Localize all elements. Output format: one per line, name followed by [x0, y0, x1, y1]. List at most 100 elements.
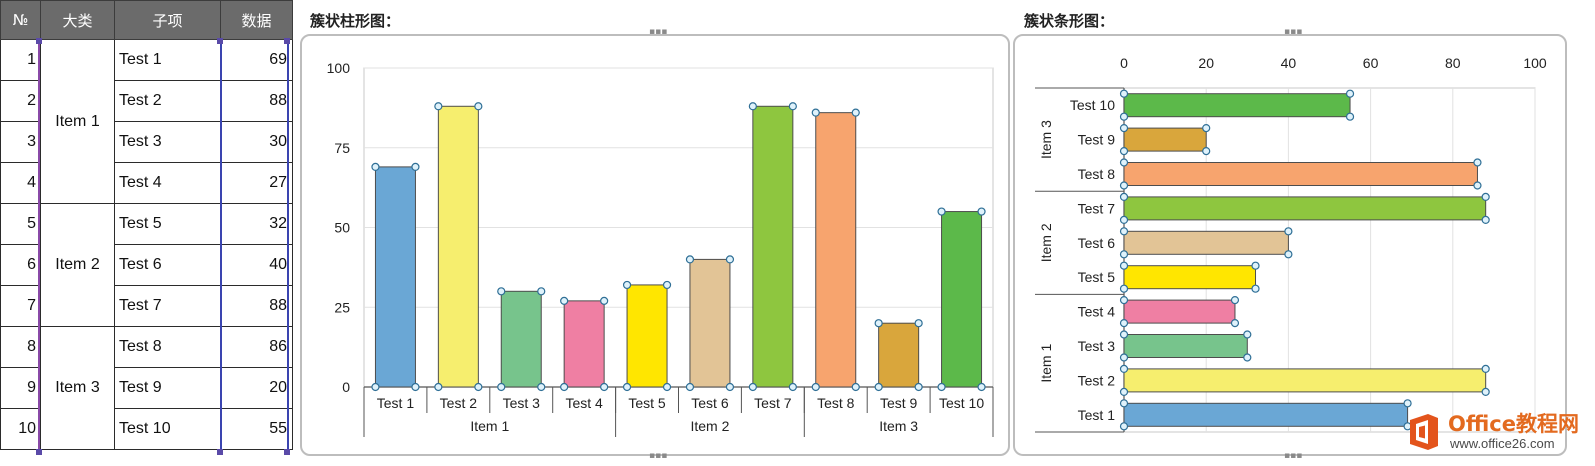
selection-handle[interactable] [1119, 387, 1129, 396]
group-cell[interactable]: Item 3 [40, 326, 115, 450]
selection-handle[interactable] [1481, 364, 1490, 373]
selection-handle[interactable] [1119, 261, 1129, 270]
selection-handle[interactable] [371, 162, 380, 171]
selection-handle[interactable] [434, 102, 443, 111]
selection-handle[interactable] [1119, 330, 1129, 339]
value-cell[interactable]: 69 [220, 39, 293, 81]
selection-handle[interactable] [788, 102, 797, 111]
selection-handle[interactable] [1473, 158, 1482, 167]
selection-handle[interactable] [622, 382, 632, 392]
selection-handle[interactable] [497, 382, 506, 392]
resize-handle-bottom[interactable]: ▪▪▪ [649, 451, 668, 461]
subitem-cell[interactable]: Test 3 [114, 121, 221, 163]
selection-handle[interactable] [537, 287, 546, 296]
selection-handle[interactable] [1481, 215, 1490, 224]
selection-handle[interactable] [748, 102, 757, 111]
selection-handle[interactable] [1119, 353, 1129, 362]
subitem-cell[interactable]: Test 4 [114, 162, 221, 204]
selection-handle[interactable] [371, 382, 380, 392]
selection-handle[interactable] [811, 108, 820, 117]
value-cell[interactable]: 20 [220, 367, 293, 409]
selection-handle[interactable] [1119, 227, 1129, 236]
selection-handle[interactable] [1230, 319, 1240, 328]
selection-handle[interactable] [497, 287, 506, 296]
selection-handle[interactable] [411, 382, 420, 392]
selection-handle[interactable] [851, 108, 860, 117]
value-cell[interactable]: 88 [220, 80, 293, 122]
value-cell[interactable]: 30 [220, 121, 293, 163]
group-cell[interactable]: Item 2 [40, 203, 115, 327]
selection-handle[interactable] [1119, 364, 1129, 373]
selection-handle[interactable] [1119, 146, 1129, 156]
selection-handle[interactable] [937, 382, 946, 392]
selection-handle[interactable] [560, 382, 569, 392]
resize-handle-top[interactable]: ▪▪▪ [649, 27, 668, 37]
selection-handle[interactable] [977, 382, 986, 392]
value-cell[interactable]: 27 [220, 162, 293, 204]
selection-handle[interactable] [434, 382, 443, 392]
selection-handle[interactable] [937, 207, 946, 216]
selection-handle[interactable] [1119, 422, 1129, 431]
selection-handle[interactable] [1119, 192, 1129, 201]
column-chart-panel[interactable]: 0 25 50 75 100 Test 1 Test 2 Test 3 Test 4 Test 5… [300, 34, 1010, 456]
selection-handle[interactable] [1243, 353, 1252, 362]
selection-handle[interactable] [1251, 284, 1260, 293]
row-number[interactable]: 9 [0, 367, 41, 409]
selection-handle[interactable] [411, 162, 420, 171]
row-number[interactable]: 8 [0, 326, 41, 368]
selection-handle[interactable] [1202, 146, 1211, 156]
selection-handle[interactable] [1119, 181, 1129, 190]
row-number[interactable]: 3 [0, 121, 41, 163]
selection-handle[interactable] [662, 280, 672, 290]
selection-handle[interactable] [811, 382, 820, 392]
selection-handle[interactable] [1119, 215, 1129, 224]
selection-handle[interactable] [560, 296, 569, 305]
resize-handle-bottom[interactable]: ▪▪▪ [1284, 451, 1303, 461]
selection-handle[interactable] [284, 449, 290, 455]
selection-handle[interactable] [874, 319, 883, 328]
selection-handle[interactable] [1473, 181, 1482, 190]
value-cell[interactable]: 86 [220, 326, 293, 368]
row-number[interactable]: 6 [0, 244, 41, 286]
value-cell[interactable]: 40 [220, 244, 293, 286]
subitem-cell[interactable]: Test 1 [114, 39, 221, 81]
selection-handle[interactable] [1403, 399, 1412, 408]
subitem-cell[interactable]: Test 9 [114, 367, 221, 409]
subitem-cell[interactable]: Test 8 [114, 326, 221, 368]
header-category[interactable]: 大类 [40, 0, 115, 40]
selection-handle[interactable] [1284, 250, 1293, 259]
selection-handle[interactable] [1481, 192, 1490, 201]
selection-handle[interactable] [1119, 123, 1129, 133]
selection-handle[interactable] [788, 382, 797, 392]
selection-handle[interactable] [36, 38, 42, 44]
row-number[interactable]: 1 [0, 39, 41, 81]
row-number[interactable]: 2 [0, 80, 41, 122]
selection-handle[interactable] [217, 449, 223, 455]
header-no[interactable]: № [0, 0, 41, 40]
selection-handle[interactable] [1202, 123, 1211, 133]
selection-handle[interactable] [725, 382, 735, 392]
selection-handle[interactable] [748, 382, 757, 392]
selection-handle[interactable] [725, 255, 735, 264]
selection-handle[interactable] [1251, 261, 1260, 270]
value-cell[interactable]: 55 [220, 408, 293, 450]
selection-handle[interactable] [1284, 227, 1293, 236]
selection-handle[interactable] [474, 102, 483, 111]
selection-handle[interactable] [1119, 284, 1129, 293]
header-value[interactable]: 数据 [220, 0, 293, 40]
subitem-cell[interactable]: Test 5 [114, 203, 221, 245]
selection-handle[interactable] [977, 207, 986, 216]
row-number[interactable]: 7 [0, 285, 41, 327]
selection-handle[interactable] [1481, 387, 1490, 396]
subitem-cell[interactable]: Test 6 [114, 244, 221, 286]
selection-handle[interactable] [1119, 250, 1129, 259]
selection-handle[interactable] [537, 382, 546, 392]
selection-handle[interactable] [685, 255, 695, 264]
selection-handle[interactable] [1119, 319, 1129, 328]
selection-handle[interactable] [36, 449, 42, 455]
value-cell[interactable]: 88 [220, 285, 293, 327]
selection-handle[interactable] [662, 382, 672, 392]
row-number[interactable]: 10 [0, 408, 41, 450]
selection-handle[interactable] [1119, 158, 1129, 167]
selection-handle[interactable] [284, 38, 290, 44]
